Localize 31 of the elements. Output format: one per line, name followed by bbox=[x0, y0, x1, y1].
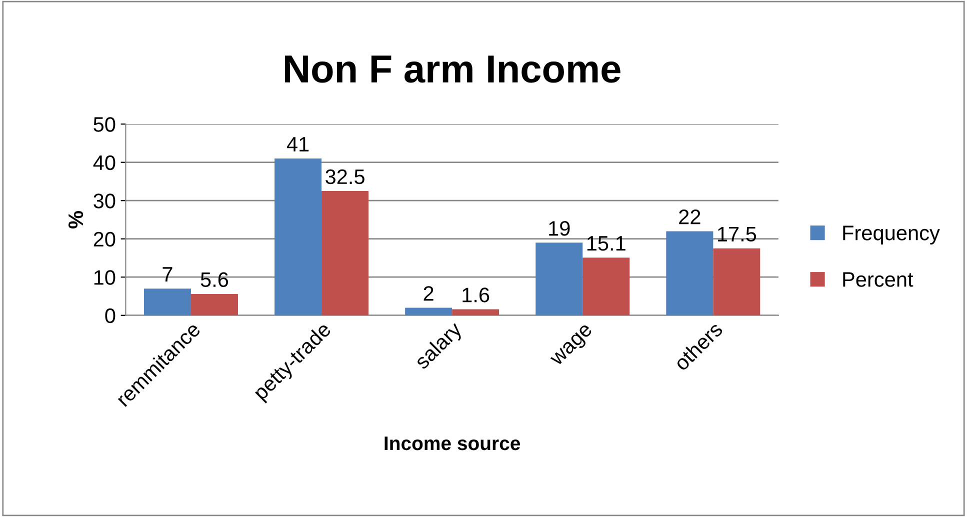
bar bbox=[405, 308, 452, 316]
data-label: 7 bbox=[162, 267, 172, 282]
data-label: 15.1 bbox=[587, 236, 626, 251]
y-tick-label: 50 bbox=[94, 117, 116, 132]
y-tick-label: 30 bbox=[94, 194, 116, 208]
chart-title: Non F arm Income bbox=[285, 56, 620, 83]
bar bbox=[582, 258, 630, 316]
y-tick-label: 20 bbox=[94, 232, 116, 247]
y-axis-title: % bbox=[68, 211, 84, 228]
legend-label: Frequency bbox=[843, 226, 940, 244]
data-label: 19 bbox=[549, 221, 570, 236]
bar bbox=[144, 288, 191, 316]
bar bbox=[536, 242, 583, 316]
y-tick-label: 10 bbox=[94, 270, 116, 285]
legend-label: Percent bbox=[843, 272, 914, 287]
data-label: 41 bbox=[286, 137, 309, 152]
data-label: 2 bbox=[424, 286, 434, 301]
data-label: 5.6 bbox=[200, 272, 228, 288]
x-axis-title: Income source bbox=[384, 436, 520, 450]
bar bbox=[713, 248, 760, 316]
bar bbox=[322, 191, 369, 316]
bar bbox=[666, 231, 714, 316]
data-label: 17.5 bbox=[718, 226, 756, 242]
bar bbox=[190, 294, 238, 316]
data-label: 1.6 bbox=[462, 288, 490, 302]
y-tick-label: 0 bbox=[105, 308, 116, 324]
data-label: 32.5 bbox=[326, 169, 364, 184]
bar bbox=[274, 158, 322, 316]
y-tick-label: 40 bbox=[93, 155, 116, 170]
data-label: 22 bbox=[679, 210, 700, 224]
bar bbox=[452, 309, 500, 316]
